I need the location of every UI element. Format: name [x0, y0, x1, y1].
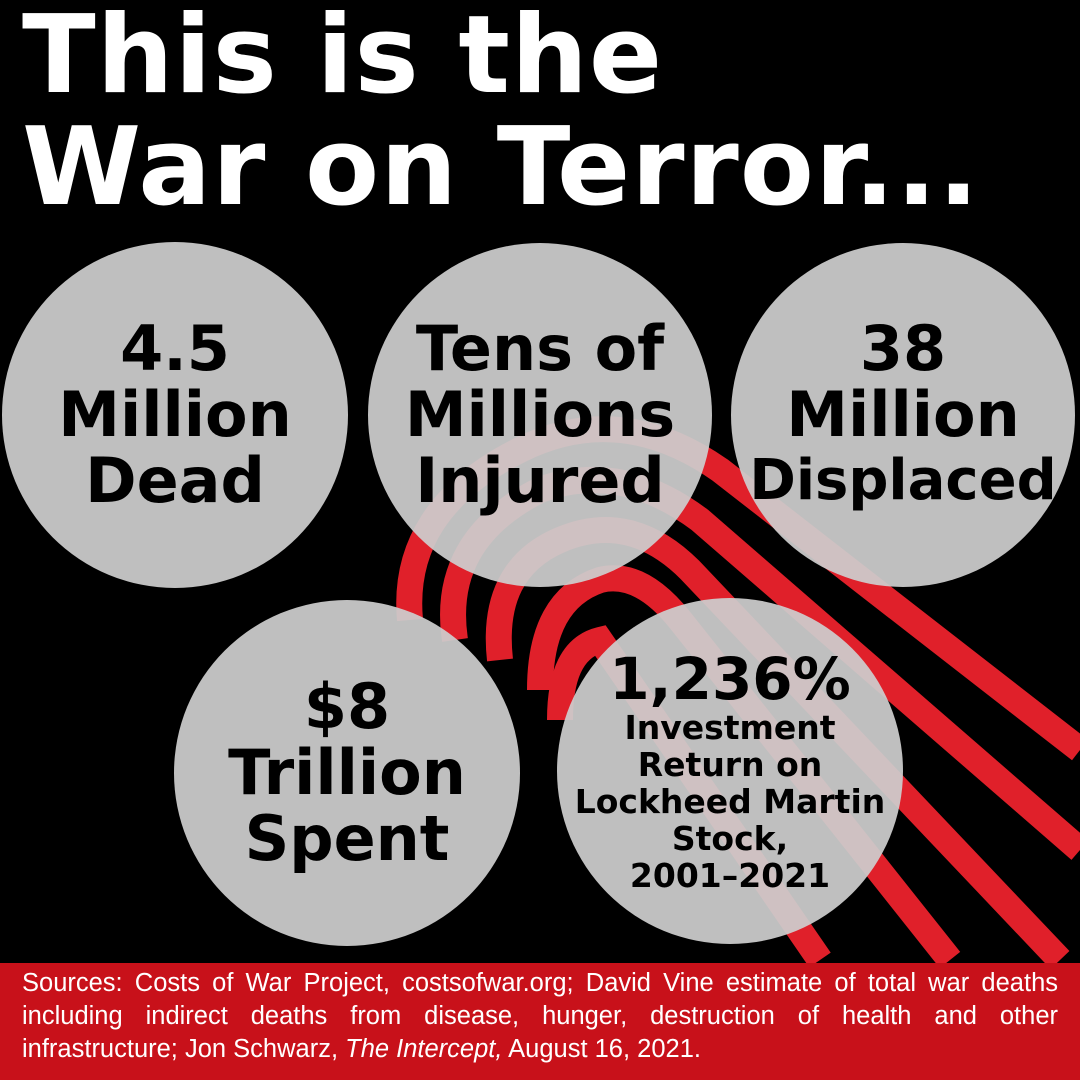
- stat-line: 4.5: [120, 312, 230, 385]
- stat-headline: 1,236%: [609, 644, 851, 713]
- stat-line: Million: [786, 378, 1020, 451]
- stat-line: Dead: [85, 444, 265, 517]
- sources-publication: The Intercept,: [345, 1035, 503, 1063]
- stat-line: Return on: [637, 744, 823, 784]
- stat-line: Displaced: [749, 448, 1057, 513]
- stat-line: Investment: [624, 707, 836, 747]
- title-line-1: This is the: [22, 0, 664, 118]
- stat-line: Millions: [404, 378, 676, 451]
- stat-dead: 4.5 Million Dead: [2, 242, 348, 588]
- sources-footer: Sources: Costs of War Project, costsofwa…: [0, 963, 1080, 1080]
- stat-displaced: 38 Million Displaced: [731, 243, 1075, 587]
- stat-spent: $8 Trillion Spent: [174, 600, 520, 946]
- page-title: This is the War on Terror...: [22, 0, 980, 224]
- stat-injured: Tens of Millions Injured: [368, 243, 712, 587]
- title-line-2: War on Terror...: [22, 105, 980, 230]
- stat-line: $8: [303, 670, 391, 743]
- stat-line: Lockheed Martin: [574, 781, 886, 821]
- sources-date: August 16, 2021.: [502, 1035, 701, 1063]
- stat-line: Spent: [244, 802, 450, 875]
- stat-line: Trillion: [228, 736, 466, 809]
- stat-line: Stock,: [671, 818, 789, 858]
- stat-line: Tens of: [415, 312, 665, 385]
- stat-line: Million: [58, 378, 292, 451]
- sources-text: Sources: Costs of War Project, costsofwa…: [22, 969, 1058, 1063]
- stat-line: 38: [859, 312, 947, 385]
- stat-lockheed-return: 1,236% Investment Return on Lockheed Mar…: [557, 598, 903, 944]
- stat-line: 2001–2021: [629, 855, 831, 895]
- stat-line: Injured: [415, 444, 665, 517]
